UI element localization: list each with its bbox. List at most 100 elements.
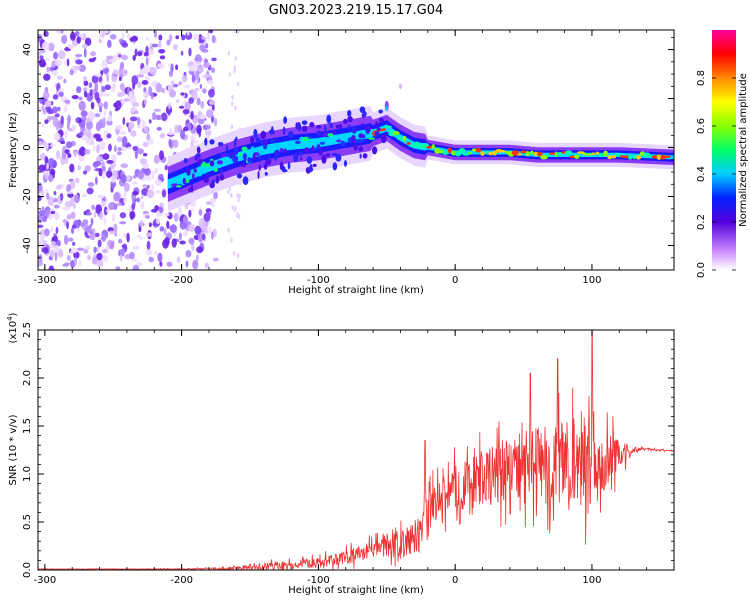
noise-blob (132, 245, 140, 250)
ridge-hotspot (406, 142, 411, 145)
noise-blob (53, 190, 57, 196)
ridge-scatter (379, 118, 385, 123)
noise-blob (38, 260, 44, 267)
noise-blob (46, 142, 49, 150)
ridge-scatter (260, 139, 264, 146)
ridge-hotspot (291, 144, 297, 150)
snr-y-tick-label: 1.0 (22, 466, 33, 482)
noise-blob (163, 212, 170, 217)
noise-blob (238, 193, 241, 199)
noise-blob (157, 173, 164, 181)
noise-blob (80, 110, 88, 117)
noise-blob (134, 48, 138, 57)
noise-blob (96, 252, 103, 261)
noise-blob (131, 203, 136, 211)
noise-blob (67, 44, 75, 50)
ridge-scatter (219, 174, 225, 181)
noise-blob (170, 80, 175, 86)
noise-blob (110, 34, 117, 40)
ridge-scatter (362, 111, 367, 117)
ridge-scatter (318, 147, 323, 156)
ridge-scatter (191, 173, 195, 179)
noise-blob (89, 233, 96, 241)
noise-blob (102, 93, 111, 97)
ridge-scatter (326, 114, 332, 124)
ridge-scatter (293, 153, 299, 163)
noise-blob (99, 141, 106, 150)
noise-blob (117, 147, 122, 152)
ridge-scatter (225, 144, 229, 152)
noise-blob (106, 170, 113, 178)
ridge-hotspot (525, 150, 530, 157)
noise-blob (46, 57, 50, 62)
noise-blob (54, 245, 60, 253)
noise-blob (89, 51, 97, 57)
spectral-ridge (167, 83, 674, 212)
noise-blob (44, 156, 49, 165)
noise-blob (71, 95, 79, 100)
noise-blob (76, 86, 82, 94)
ridge-hotspot (577, 151, 585, 154)
noise-blob (194, 87, 200, 92)
svg-text:(x104): (x104) (6, 312, 19, 343)
noise-blob (141, 80, 149, 85)
ridge-hotspot (270, 139, 277, 143)
noise-blob (38, 97, 43, 104)
noise-blob (44, 119, 49, 124)
noise-blob (231, 94, 234, 100)
ridge-scatter (335, 153, 342, 162)
ridge-hotspot (565, 150, 573, 155)
noise-blob (76, 35, 81, 44)
noise-blob (48, 42, 55, 52)
noise-blob (188, 47, 192, 57)
noise-blob (192, 33, 199, 41)
noise-blob (90, 217, 94, 226)
ridge-scatter (358, 133, 364, 139)
ridge-scatter (351, 127, 357, 134)
noise-blob (211, 34, 216, 44)
noise-blob (136, 148, 144, 155)
noise-blob (211, 67, 216, 73)
noise-blob (145, 232, 153, 238)
ridge-inner-band (167, 124, 674, 189)
noise-blob (94, 82, 99, 92)
noise-blob (196, 97, 201, 106)
noise-blob (175, 64, 179, 71)
ridge-hotspot (216, 160, 224, 165)
noise-blob (156, 126, 162, 131)
noise-blob (236, 211, 240, 217)
ridge-hotspot (184, 179, 190, 183)
noise-blob (87, 129, 92, 139)
noise-blob (121, 136, 128, 146)
noise-blob (94, 176, 98, 185)
noise-blob (148, 86, 153, 96)
ridge-hotspot (393, 131, 400, 136)
noise-blob (143, 87, 147, 94)
noise-blob (93, 246, 97, 254)
noise-blob (181, 75, 188, 83)
noise-blob (116, 151, 122, 156)
noise-blob (74, 177, 80, 184)
noise-blob (51, 240, 56, 246)
noise-blob (146, 189, 155, 199)
noise-blob (197, 232, 204, 243)
noise-blob (115, 100, 122, 111)
noise-blob (123, 70, 128, 74)
noise-blob (38, 140, 43, 146)
noise-blob (96, 246, 100, 252)
noise-blob (155, 82, 163, 93)
noise-blob (211, 231, 214, 240)
noise-blob (53, 198, 59, 203)
snr-exponent-label: (x104) (6, 312, 19, 343)
noise-blob (176, 256, 181, 263)
noise-blob (158, 34, 163, 41)
ridge-hotspot (533, 151, 539, 156)
ridge-scatter (297, 122, 302, 132)
noise-blob (41, 123, 46, 128)
noise-blob (103, 216, 107, 225)
noise-blob (54, 59, 63, 67)
chart-title: GN03.2023.219.15.17.G04 (269, 3, 444, 18)
ridge-scatter (233, 148, 239, 155)
noise-blob (169, 127, 173, 132)
noise-blob (194, 132, 198, 136)
